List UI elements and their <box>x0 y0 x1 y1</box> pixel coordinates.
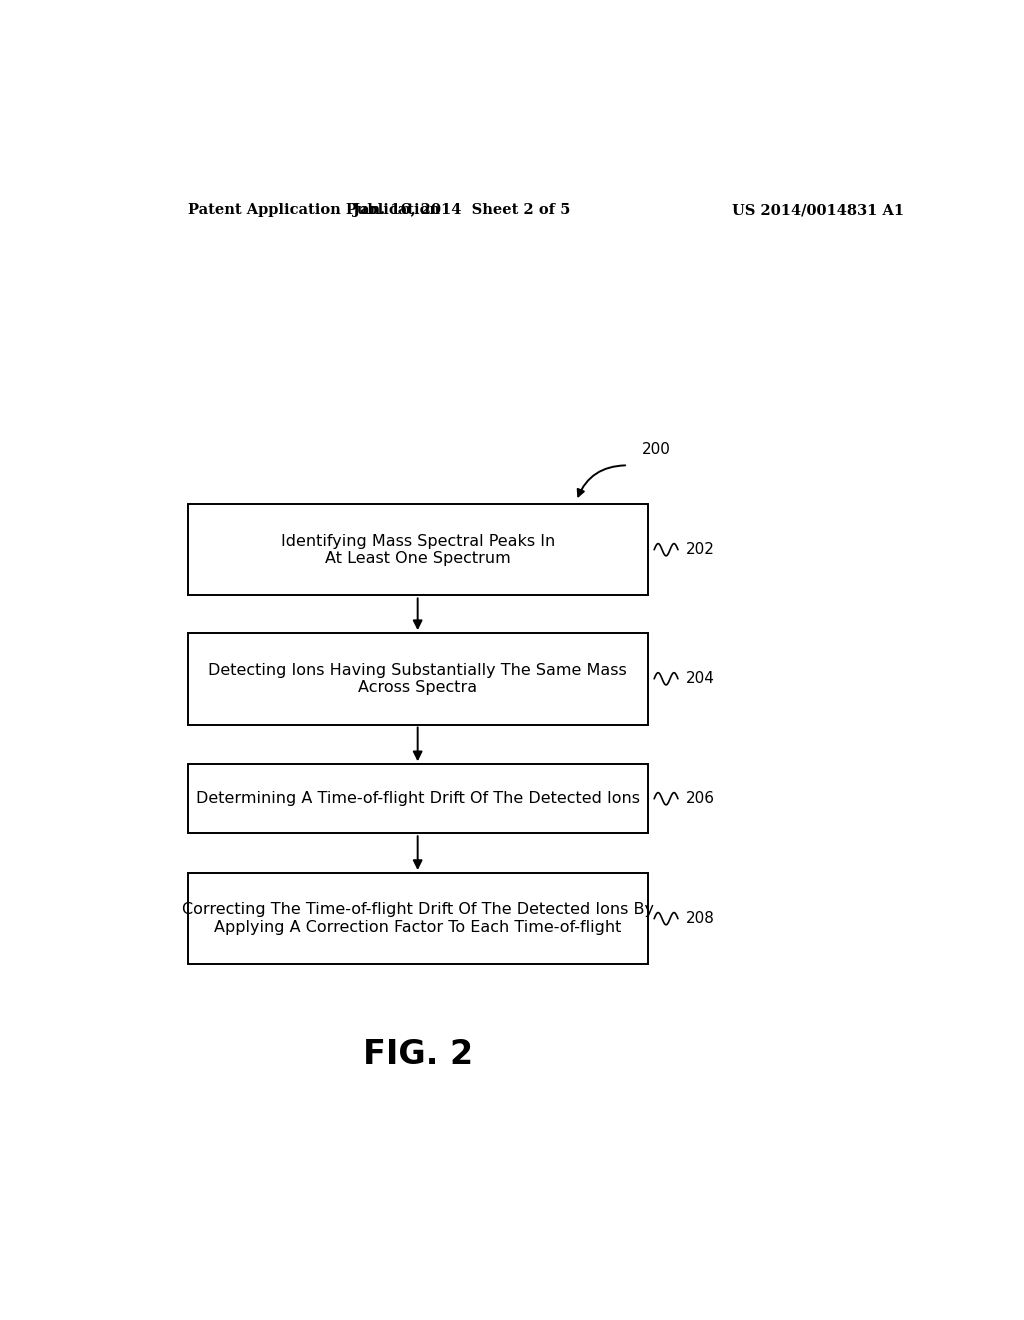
Text: 204: 204 <box>686 672 715 686</box>
Text: Identifying Mass Spectral Peaks In
At Least One Spectrum: Identifying Mass Spectral Peaks In At Le… <box>281 533 555 566</box>
Text: Jan. 16, 2014  Sheet 2 of 5: Jan. 16, 2014 Sheet 2 of 5 <box>352 203 570 216</box>
Text: US 2014/0014831 A1: US 2014/0014831 A1 <box>732 203 904 216</box>
Text: Patent Application Publication: Patent Application Publication <box>187 203 439 216</box>
Text: Correcting The Time-of-flight Drift Of The Detected Ions By
Applying A Correctio: Correcting The Time-of-flight Drift Of T… <box>181 903 653 935</box>
Text: 208: 208 <box>686 911 715 927</box>
FancyBboxPatch shape <box>187 873 648 965</box>
Text: FIG. 2: FIG. 2 <box>362 1039 473 1072</box>
Text: 206: 206 <box>686 791 715 807</box>
Text: Detecting Ions Having Substantially The Same Mass
Across Spectra: Detecting Ions Having Substantially The … <box>208 663 627 696</box>
FancyBboxPatch shape <box>187 634 648 725</box>
FancyBboxPatch shape <box>187 764 648 833</box>
FancyBboxPatch shape <box>187 504 648 595</box>
Text: Determining A Time-of-flight Drift Of The Detected Ions: Determining A Time-of-flight Drift Of Th… <box>196 791 640 807</box>
Text: 200: 200 <box>642 442 671 457</box>
Text: 202: 202 <box>686 543 715 557</box>
